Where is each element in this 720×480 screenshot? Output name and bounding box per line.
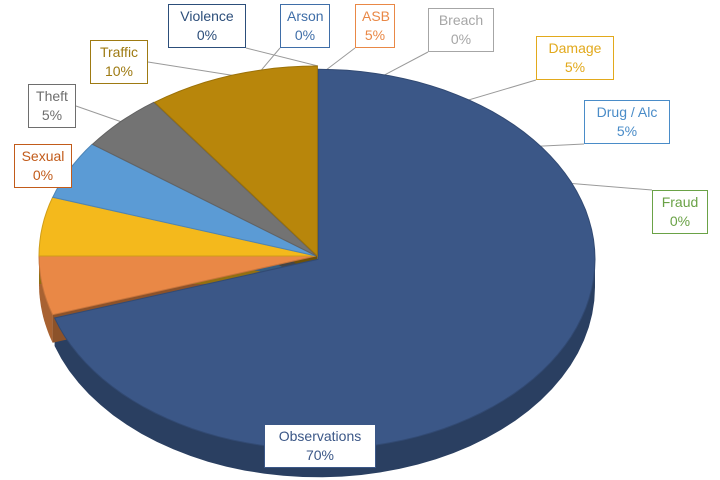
- slice-wall-asb: [39, 256, 53, 343]
- leader-line-theft: [75, 105, 121, 123]
- slice-theft: [91, 101, 317, 257]
- leader-line-violence: [245, 47, 319, 67]
- label-asb: ASB 5%: [355, 4, 395, 48]
- pie-slices: [38, 65, 596, 478]
- label-fraud: Fraud 0%: [652, 190, 708, 234]
- label-violence: Violence 0%: [168, 4, 246, 48]
- leader-line-traffic: [147, 61, 232, 76]
- slice-damage: [38, 196, 317, 257]
- label-sexual: Sexual 0%: [14, 144, 72, 188]
- label-damage: Damage 5%: [536, 36, 614, 80]
- label-breach: Breach 0%: [428, 8, 494, 52]
- label-arson: Arson 0%: [280, 4, 330, 48]
- label-traffic: Traffic 10%: [90, 40, 148, 84]
- slice-traffic: [153, 65, 318, 258]
- label-observations: Observations 70%: [264, 424, 376, 468]
- label-drug-alc: Drug / Alc 5%: [584, 100, 670, 144]
- slice-asb: [38, 255, 317, 316]
- slice-observations: [53, 68, 596, 450]
- label-theft: Theft 5%: [28, 84, 76, 128]
